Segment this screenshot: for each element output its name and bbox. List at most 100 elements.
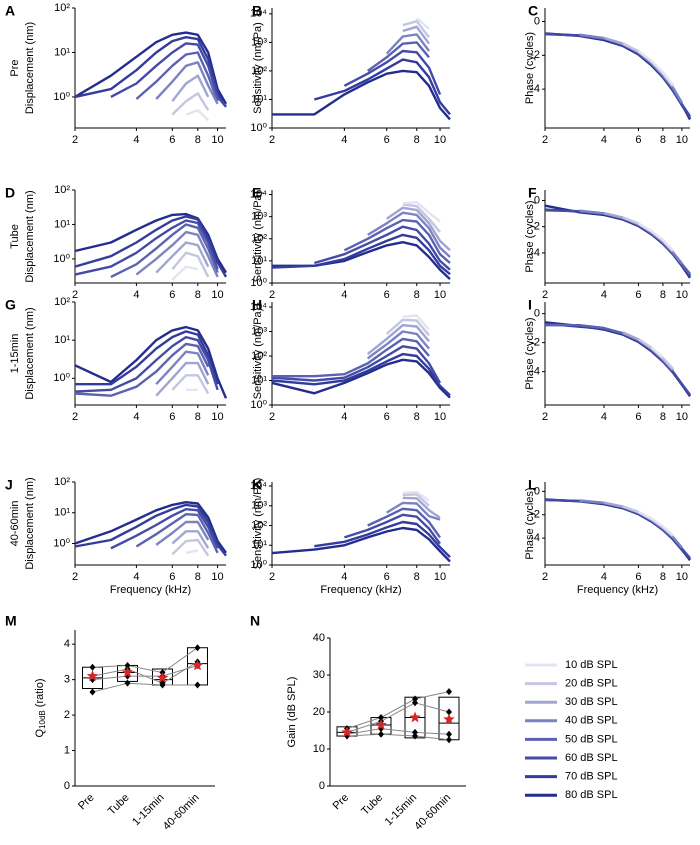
curve xyxy=(544,32,692,119)
curve xyxy=(415,17,430,30)
subject-point xyxy=(412,695,418,703)
y-axis-label-rest: (ratio) xyxy=(34,678,46,710)
subject-point xyxy=(378,730,384,738)
x-tick-label: 6 xyxy=(384,411,390,423)
subject-point xyxy=(89,688,96,696)
curve xyxy=(637,50,674,86)
curve xyxy=(185,549,199,554)
curve xyxy=(402,25,430,45)
y-tick-label: 10² xyxy=(251,233,267,245)
y-tick-label: 10³ xyxy=(251,500,267,512)
panel-letter: G xyxy=(5,297,16,313)
curve xyxy=(637,222,674,252)
x-tick-label: 4 xyxy=(133,134,139,146)
curve xyxy=(544,208,691,278)
subject-point xyxy=(446,736,452,744)
curve xyxy=(579,33,683,104)
mean-star xyxy=(409,711,421,723)
mean-star xyxy=(121,666,134,678)
y-tick-label: 4 xyxy=(64,638,70,650)
curve xyxy=(313,58,451,116)
curve xyxy=(366,324,430,356)
panel-letter: E xyxy=(252,185,261,201)
curve xyxy=(344,513,441,545)
legend-label: 30 dB SPL xyxy=(565,696,618,708)
y-tick-label: -4 xyxy=(530,366,540,378)
y-tick-label: 10² xyxy=(251,519,267,531)
curve xyxy=(603,36,674,88)
legend-label: 60 dB SPL xyxy=(565,752,618,764)
y-axis-label: Displacement (nm) xyxy=(24,477,36,569)
curve xyxy=(650,346,664,359)
curve xyxy=(402,493,430,507)
curve xyxy=(155,241,210,274)
curve xyxy=(386,206,451,252)
curve xyxy=(544,209,691,276)
panel-letter: N xyxy=(250,613,260,629)
legend-label: 80 dB SPL xyxy=(565,789,618,801)
x-tick-label: 8 xyxy=(414,411,420,423)
y-axis-label: Displacement (nm) xyxy=(24,190,36,282)
curve xyxy=(544,498,691,559)
curve xyxy=(110,223,219,278)
curve xyxy=(74,325,228,399)
curve xyxy=(135,513,219,554)
x-axis-label: Frequency (kHz) xyxy=(320,584,401,596)
curve xyxy=(343,49,442,95)
y-tick-label: 10⁰ xyxy=(250,399,267,411)
curve xyxy=(155,361,210,397)
subject-point xyxy=(124,661,131,669)
y-axis-label-sub: 10dB xyxy=(38,710,47,729)
y-axis-label: Sensitivity (nm/Pa) xyxy=(252,308,264,400)
curve xyxy=(74,219,219,276)
y-tick-label: 10⁴ xyxy=(250,480,267,492)
x-tick-label: 6 xyxy=(169,134,175,146)
x-tick-label: 8 xyxy=(660,134,666,146)
curve xyxy=(272,69,451,121)
x-tick-label: 4 xyxy=(341,571,347,583)
y-tick-label: 10⁰ xyxy=(53,372,70,384)
x-tick-label: 6 xyxy=(635,289,641,301)
subject-point xyxy=(89,663,96,671)
legend-label: 40 dB SPL xyxy=(565,715,618,727)
x-tick-label: 6 xyxy=(169,571,175,583)
x-tick-label: Pre xyxy=(76,792,97,813)
curve xyxy=(74,212,228,274)
y-tick-label: 10⁰ xyxy=(250,559,267,571)
y-tick-label: 0 xyxy=(534,194,540,206)
curve xyxy=(271,233,451,276)
mean-star xyxy=(191,659,204,671)
y-tick-label: 0 xyxy=(534,485,540,497)
curve xyxy=(367,41,430,72)
x-tick-label: 6 xyxy=(169,411,175,423)
y-tick-label: 10² xyxy=(251,350,267,362)
y-axis-label-main: Q xyxy=(34,729,46,738)
y-tick-label: -2 xyxy=(530,337,540,349)
curve xyxy=(171,265,199,281)
y-tick-label: 10¹ xyxy=(54,507,70,519)
legend-label: 10 dB SPL xyxy=(565,659,618,671)
y-tick-label: -4 xyxy=(530,83,540,95)
y-tick-label: 0 xyxy=(64,780,70,792)
curve xyxy=(110,508,219,550)
y-tick-label: 10⁰ xyxy=(250,122,267,134)
x-tick-label: 4 xyxy=(341,411,347,423)
curve xyxy=(544,323,691,396)
x-tick-label: 4 xyxy=(133,289,139,301)
subject-point xyxy=(412,728,418,736)
x-tick-label: 4 xyxy=(133,571,139,583)
y-axis-label: Q10dB (ratio) xyxy=(34,678,47,737)
subject-line xyxy=(92,647,198,674)
curve xyxy=(603,212,674,253)
mean-star xyxy=(156,671,169,683)
y-tick-label: 10¹ xyxy=(54,46,70,58)
curve xyxy=(171,374,210,395)
x-tick-label: 4 xyxy=(601,134,607,146)
row-label: 1-15min xyxy=(9,334,21,374)
x-tick-label: 40-60min xyxy=(412,792,453,833)
curve xyxy=(402,201,441,223)
curve xyxy=(579,209,691,275)
curve xyxy=(185,109,210,122)
y-axis-label: Phase (cycles) xyxy=(524,487,536,559)
x-tick-label: 2 xyxy=(72,289,78,301)
